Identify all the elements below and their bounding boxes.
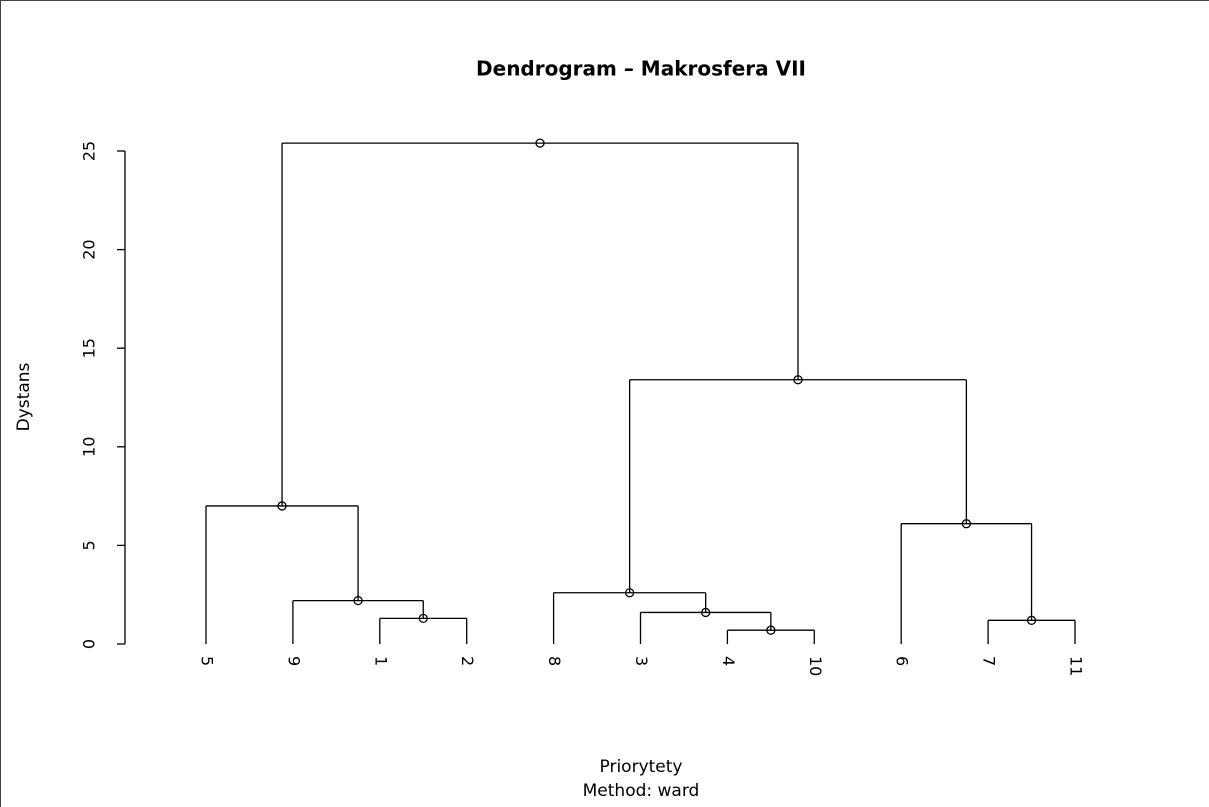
leaf-label: 6 bbox=[893, 656, 912, 666]
leaf-label: 2 bbox=[458, 656, 477, 666]
leaf-label: 9 bbox=[284, 656, 303, 666]
chart-title: Dendrogram – Makrosfera VII bbox=[476, 57, 806, 81]
subtitle: Method: ward bbox=[583, 781, 700, 801]
leaf-label: 8 bbox=[545, 656, 564, 666]
y-axis-label: Dystans bbox=[14, 363, 34, 432]
leaf-label: 4 bbox=[719, 656, 738, 666]
y-tick-label: 15 bbox=[80, 338, 99, 358]
y-tick-label: 10 bbox=[80, 437, 99, 457]
y-tick-label: 5 bbox=[80, 540, 99, 550]
x-axis-label: Priorytety bbox=[600, 757, 683, 777]
y-tick-label: 25 bbox=[80, 141, 99, 161]
leaf-label: 11 bbox=[1067, 656, 1086, 676]
y-tick-label: 0 bbox=[80, 639, 99, 649]
leaf-label: 3 bbox=[632, 656, 651, 666]
merge-point bbox=[535, 138, 545, 148]
leaf-label: 1 bbox=[371, 656, 390, 666]
leaf-label: 5 bbox=[198, 656, 217, 666]
leaf-label: 10 bbox=[806, 656, 825, 676]
y-tick-label: 20 bbox=[80, 239, 99, 259]
leaf-label: 7 bbox=[980, 656, 999, 666]
